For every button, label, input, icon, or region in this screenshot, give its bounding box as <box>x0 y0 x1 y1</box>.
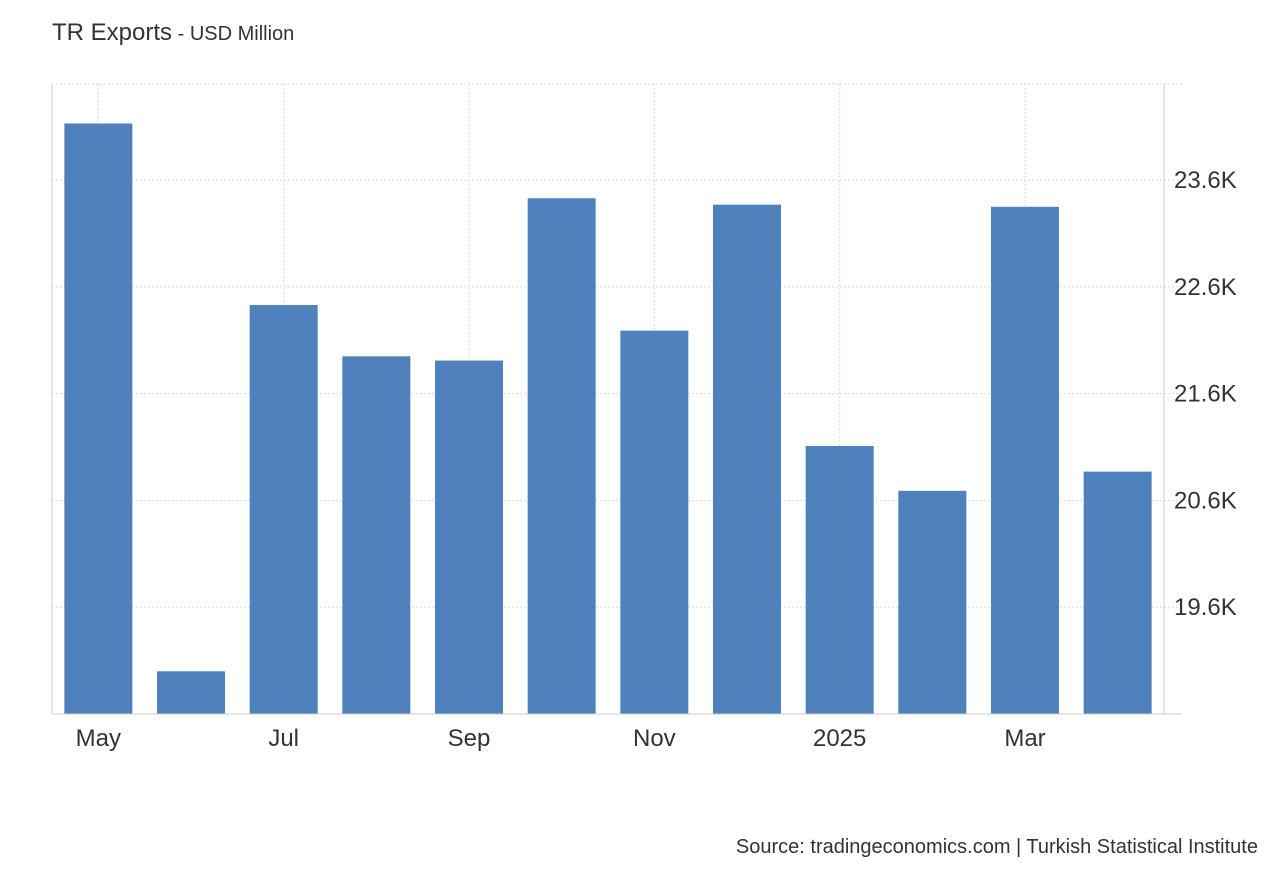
bar-jul[interactable] <box>249 305 318 714</box>
bar-may[interactable] <box>64 123 133 714</box>
bar-feb[interactable] <box>898 490 967 714</box>
bar-apr[interactable] <box>1083 471 1152 714</box>
y-tick-label: 21.6K <box>1174 381 1237 408</box>
bar-sep[interactable] <box>435 360 503 714</box>
tick-labels: 19.6K 20.6K 21.6K 22.6K 23.6K May Jul Sep Nov 202… <box>76 167 1237 752</box>
x-tick-label: Jul <box>268 725 299 752</box>
chart-title: TR Exports <box>52 19 173 46</box>
y-tick-label: 20.6K <box>1174 487 1237 514</box>
source-credit: Source: tradingeconomics.com | Turkish S… <box>735 836 1258 858</box>
bar-aug[interactable] <box>342 356 411 714</box>
bars <box>64 123 1152 714</box>
x-tick-label: May <box>76 725 121 752</box>
y-tick-label: 22.6K <box>1174 274 1237 301</box>
axes <box>51 84 1182 715</box>
x-tick-label: Mar <box>1004 725 1045 752</box>
chart-unit: USD Million <box>189 23 295 45</box>
x-tick-label: Sep <box>448 725 491 752</box>
x-tick-label: 2025 <box>813 725 866 752</box>
chart-title-block: TR Exports - USD Million <box>52 19 294 47</box>
title-separator: - <box>172 23 190 45</box>
bar-nov[interactable] <box>620 330 689 714</box>
y-tick-label: 23.6K <box>1174 167 1237 194</box>
bar-mar[interactable] <box>991 206 1059 714</box>
y-tick-label: 19.6K <box>1174 594 1237 621</box>
bar-dec[interactable] <box>713 204 781 714</box>
bar-2025[interactable] <box>805 445 874 714</box>
bar-chart: 19.6K 20.6K 21.6K 22.6K 23.6K May Jul Sep Nov 202… <box>51 83 1237 752</box>
bar-oct[interactable] <box>527 198 596 714</box>
bar-jun[interactable] <box>157 671 225 714</box>
x-tick-label: Nov <box>633 725 676 752</box>
